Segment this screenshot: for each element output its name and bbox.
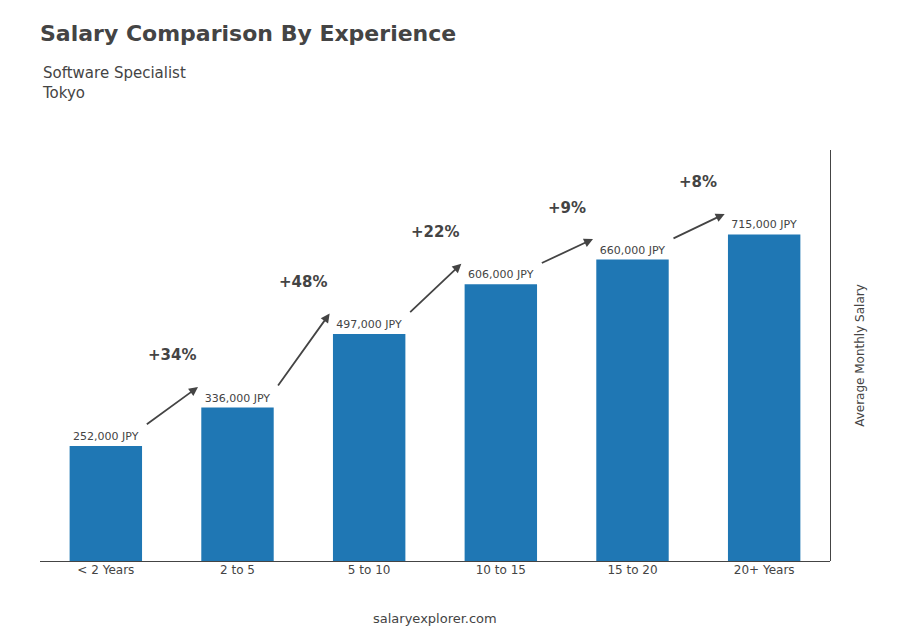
svg-text:< 2 Years: < 2 Years: [77, 563, 134, 577]
svg-text:+8%: +8%: [679, 173, 717, 191]
svg-text:497,000 JPY: 497,000 JPY: [336, 318, 402, 331]
svg-text:Average Monthly Salary: Average Monthly Salary: [853, 284, 867, 427]
svg-text:Software SpecialistTokyo: Software SpecialistTokyo: [42, 64, 186, 102]
svg-text:salaryexplorer.com: salaryexplorer.com: [373, 611, 497, 626]
svg-text:2 to 5: 2 to 5: [220, 563, 255, 577]
svg-text:+34%: +34%: [148, 346, 196, 364]
svg-text:336,000 JPY: 336,000 JPY: [205, 392, 271, 405]
svg-text:20+ Years: 20+ Years: [734, 563, 795, 577]
svg-text:+9%: +9%: [548, 199, 586, 217]
svg-text:Salary Comparison By Experienc: Salary Comparison By Experience: [40, 21, 456, 46]
svg-text:+22%: +22%: [411, 223, 459, 241]
svg-text:252,000 JPY: 252,000 JPY: [73, 430, 139, 443]
svg-text:10 to 15: 10 to 15: [476, 563, 526, 577]
svg-text:15 to 20: 15 to 20: [607, 563, 657, 577]
svg-text:606,000 JPY: 606,000 JPY: [468, 268, 534, 281]
svg-text:+48%: +48%: [279, 273, 327, 291]
svg-text:715,000 JPY: 715,000 JPY: [731, 218, 797, 231]
svg-text:5 to 10: 5 to 10: [348, 563, 391, 577]
svg-text:660,000 JPY: 660,000 JPY: [600, 244, 666, 257]
